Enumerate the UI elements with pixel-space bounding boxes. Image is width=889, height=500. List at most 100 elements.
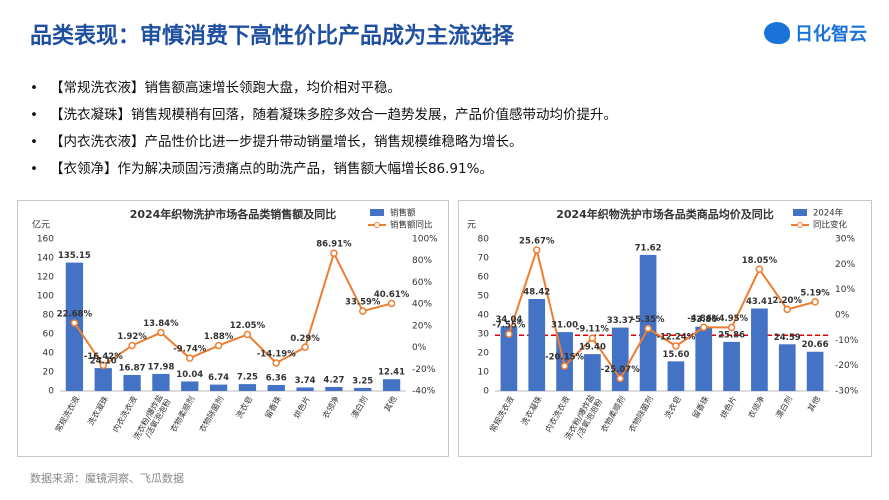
line-point <box>272 359 280 367</box>
line-point <box>533 246 541 254</box>
data-label: 6.74 <box>208 373 229 383</box>
y2-tick-label: 60% <box>412 278 432 288</box>
line-point <box>783 305 791 314</box>
data-label: -5.35% <box>632 315 665 325</box>
data-label: 16.87 <box>119 363 146 373</box>
y2-tick-label: 100% <box>412 235 438 245</box>
line-point <box>387 299 396 308</box>
legend-label: 同比变化 <box>813 220 848 231</box>
y2-tick-label: 40% <box>412 300 432 310</box>
data-label: 33.59% <box>345 298 381 308</box>
y-tick-label: 60 <box>43 330 55 340</box>
y2-tick-label: 80% <box>412 256 432 266</box>
x-tick-label: 洗衣凝珠 <box>519 394 544 427</box>
bar <box>639 254 657 391</box>
y2-tick-label: -30% <box>835 387 859 397</box>
y-tick-label: 60 <box>478 273 490 283</box>
data-label: 0.29% <box>290 334 320 344</box>
bar <box>778 344 796 391</box>
y-tick-label: 120 <box>37 273 54 283</box>
y-tick-label: 30 <box>478 330 490 340</box>
bar <box>382 379 401 391</box>
data-label: 20.66 <box>802 340 829 350</box>
bullet: 【洗衣凝珠】销售规模稍有回落，随着凝珠多腔多效合一趋势发展，产品价值感带动均价提… <box>30 105 617 132</box>
bar <box>267 384 285 391</box>
data-label: 86.91% <box>316 240 352 250</box>
data-label: 1.92% <box>117 332 147 342</box>
x-tick-label: 衣物柔顺剂 <box>598 394 627 434</box>
bar <box>296 387 314 391</box>
bar <box>667 361 685 391</box>
data-label: -9.11% <box>576 325 609 335</box>
bullet: 【常规洗衣液】销售额高速增长领跑大盘，均价相对平稳。 <box>30 78 617 105</box>
bar <box>723 341 740 391</box>
x-tick-label: 漂白剂 <box>349 394 370 420</box>
x-tick-label: 常规洗衣液 <box>53 394 82 434</box>
y2-tick-label: 10% <box>835 285 855 295</box>
data-label: 22.68% <box>57 309 93 319</box>
logo-text: 日化智云 <box>795 24 867 45</box>
bullet: 【衣领净】作为解决顽固污渍痛点的助洗产品，销售额大幅增长86.91%。 <box>30 159 617 186</box>
bar <box>123 374 141 391</box>
bullet: 【内衣洗衣液】产品性价比进一步提升带动销量增长，销售规模维稳略为增长。 <box>30 132 617 159</box>
line-point <box>644 324 652 333</box>
slide-title: 品类表现：审慎消费下高性价比产品成为主流选择 <box>30 24 515 49</box>
bar <box>209 384 228 391</box>
line-point <box>128 341 136 350</box>
x-tick-label: 衣物柔顺剂 <box>168 394 197 434</box>
legend-label: 销售额 <box>390 208 416 219</box>
data-label: -14.19% <box>257 349 296 359</box>
bar <box>528 299 546 391</box>
legend-swatch <box>797 222 803 228</box>
data-label: -4.86% <box>687 314 720 324</box>
data-label: -12.24% <box>656 333 695 343</box>
line <box>507 246 816 381</box>
y-tick-label: 40 <box>478 311 490 321</box>
data-label: 24.59 <box>774 333 801 343</box>
bar <box>695 326 713 391</box>
data-label: 1.88% <box>204 332 234 342</box>
data-label: 4.27 <box>323 375 344 385</box>
data-label: 18.05% <box>742 256 778 266</box>
y2-tick-label: 0% <box>835 311 850 321</box>
data-label: 19.40 <box>579 343 606 353</box>
data-label: 6.36 <box>266 373 287 383</box>
line-point <box>330 249 338 257</box>
y-tick-label: 20 <box>43 368 55 378</box>
y2-tick-label: 20% <box>835 260 855 270</box>
bar <box>65 262 84 391</box>
y2-tick-label: -20% <box>412 365 436 375</box>
x-tick-label: 衣领净 <box>320 394 341 420</box>
line-point <box>505 330 513 338</box>
data-label: -16.42% <box>84 352 123 362</box>
bar <box>500 326 518 391</box>
legend-swatch <box>374 222 380 228</box>
y-axis-label: 元 <box>467 221 476 231</box>
data-label: 13.84% <box>143 319 179 329</box>
logo: 日化智云 <box>764 20 867 46</box>
y-tick-label: 80 <box>43 311 55 321</box>
y2-tick-label: -20% <box>835 361 859 371</box>
line-point <box>186 354 194 362</box>
y-tick-label: 140 <box>37 254 54 264</box>
bar <box>354 387 372 391</box>
x-tick-label: 洗衣凝珠 <box>85 394 110 427</box>
legend-label: 2024年 <box>813 208 844 219</box>
line-point <box>70 319 79 327</box>
data-label: 25.86 <box>718 330 745 340</box>
bar <box>94 368 112 391</box>
chart-panel: 2024年织物洗护市场各品类销售额及同比 亿元 0 20 40 60 80 100 120 140… <box>17 200 449 457</box>
y-tick-label: 40 <box>43 349 55 359</box>
data-label: -25.07% <box>601 365 640 375</box>
y2-tick-label: 20% <box>412 321 432 331</box>
data-label: 3.25 <box>352 376 373 386</box>
bar <box>152 373 170 391</box>
source-note: 数据来源：魔镜洞察、飞瓜数据 <box>30 472 184 485</box>
y2-tick-label: 0% <box>412 343 427 353</box>
data-label: 48.42 <box>523 288 550 298</box>
line-point <box>672 342 680 350</box>
data-label: 33.86 <box>690 315 717 325</box>
data-label: 24.10 <box>90 357 117 367</box>
legend-swatch <box>370 209 384 216</box>
